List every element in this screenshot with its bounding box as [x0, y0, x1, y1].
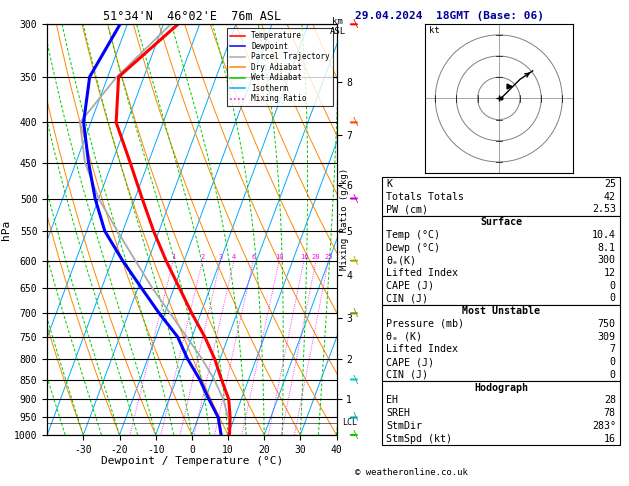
Text: LCL: LCL [342, 418, 357, 427]
Text: km
ASL: km ASL [330, 17, 346, 36]
Text: CIN (J): CIN (J) [386, 370, 428, 380]
Text: 78: 78 [604, 408, 616, 418]
Text: 750: 750 [598, 319, 616, 329]
Text: Pressure (mb): Pressure (mb) [386, 319, 464, 329]
Text: 0: 0 [610, 357, 616, 367]
Text: Most Unstable: Most Unstable [462, 306, 540, 316]
Text: Temp (°C): Temp (°C) [386, 230, 440, 240]
Text: \: \ [352, 413, 359, 422]
Text: Lifted Index: Lifted Index [386, 268, 458, 278]
Text: 0: 0 [610, 281, 616, 291]
Text: © weatheronline.co.uk: © weatheronline.co.uk [355, 469, 468, 477]
Text: SREH: SREH [386, 408, 410, 418]
Y-axis label: hPa: hPa [1, 220, 11, 240]
Text: 2: 2 [201, 254, 205, 260]
Text: StmSpd (kt): StmSpd (kt) [386, 434, 452, 444]
Text: 7: 7 [610, 345, 616, 354]
Text: CAPE (J): CAPE (J) [386, 281, 434, 291]
Text: 6: 6 [252, 254, 256, 260]
Text: \: \ [352, 256, 359, 266]
Text: \: \ [352, 308, 359, 318]
Text: 1: 1 [171, 254, 175, 260]
Text: 8.1: 8.1 [598, 243, 616, 253]
Text: \: \ [352, 19, 359, 29]
Text: \: \ [352, 375, 359, 384]
Text: 29.04.2024  18GMT (Base: 06): 29.04.2024 18GMT (Base: 06) [355, 11, 544, 21]
Text: kt: kt [429, 26, 440, 35]
Text: 2.53: 2.53 [592, 204, 616, 214]
Text: 283°: 283° [592, 421, 616, 431]
Text: 42: 42 [604, 191, 616, 202]
Text: 300: 300 [598, 255, 616, 265]
Text: CIN (J): CIN (J) [386, 294, 428, 303]
Text: 0: 0 [610, 294, 616, 303]
Text: 0: 0 [610, 370, 616, 380]
Text: Surface: Surface [480, 217, 522, 227]
Text: 12: 12 [604, 268, 616, 278]
Text: Hodograph: Hodograph [474, 382, 528, 393]
Title: 51°34'N  46°02'E  76m ASL: 51°34'N 46°02'E 76m ASL [103, 10, 281, 23]
Text: Totals Totals: Totals Totals [386, 191, 464, 202]
Text: 16: 16 [300, 254, 308, 260]
Text: 4: 4 [232, 254, 237, 260]
Text: StmDir: StmDir [386, 421, 422, 431]
Text: CAPE (J): CAPE (J) [386, 357, 434, 367]
Text: EH: EH [386, 395, 398, 405]
Text: 20: 20 [312, 254, 320, 260]
Text: 25: 25 [325, 254, 333, 260]
Text: 28: 28 [604, 395, 616, 405]
Text: \: \ [352, 118, 359, 127]
Text: \: \ [352, 430, 359, 440]
Text: 309: 309 [598, 331, 616, 342]
Text: 3: 3 [219, 254, 223, 260]
Text: K: K [386, 179, 392, 189]
Text: θₑ(K): θₑ(K) [386, 255, 416, 265]
Text: Lifted Index: Lifted Index [386, 345, 458, 354]
Text: 16: 16 [604, 434, 616, 444]
Text: 10.4: 10.4 [592, 230, 616, 240]
X-axis label: Dewpoint / Temperature (°C): Dewpoint / Temperature (°C) [101, 456, 283, 466]
Text: PW (cm): PW (cm) [386, 204, 428, 214]
Text: 10: 10 [275, 254, 284, 260]
Text: θₑ (K): θₑ (K) [386, 331, 422, 342]
Text: Dewp (°C): Dewp (°C) [386, 243, 440, 253]
Legend: Temperature, Dewpoint, Parcel Trajectory, Dry Adiabat, Wet Adiabat, Isotherm, Mi: Temperature, Dewpoint, Parcel Trajectory… [226, 28, 333, 106]
Text: 25: 25 [604, 179, 616, 189]
Text: Mixing Ratio (g/kg): Mixing Ratio (g/kg) [340, 168, 349, 270]
Text: \: \ [352, 193, 359, 204]
